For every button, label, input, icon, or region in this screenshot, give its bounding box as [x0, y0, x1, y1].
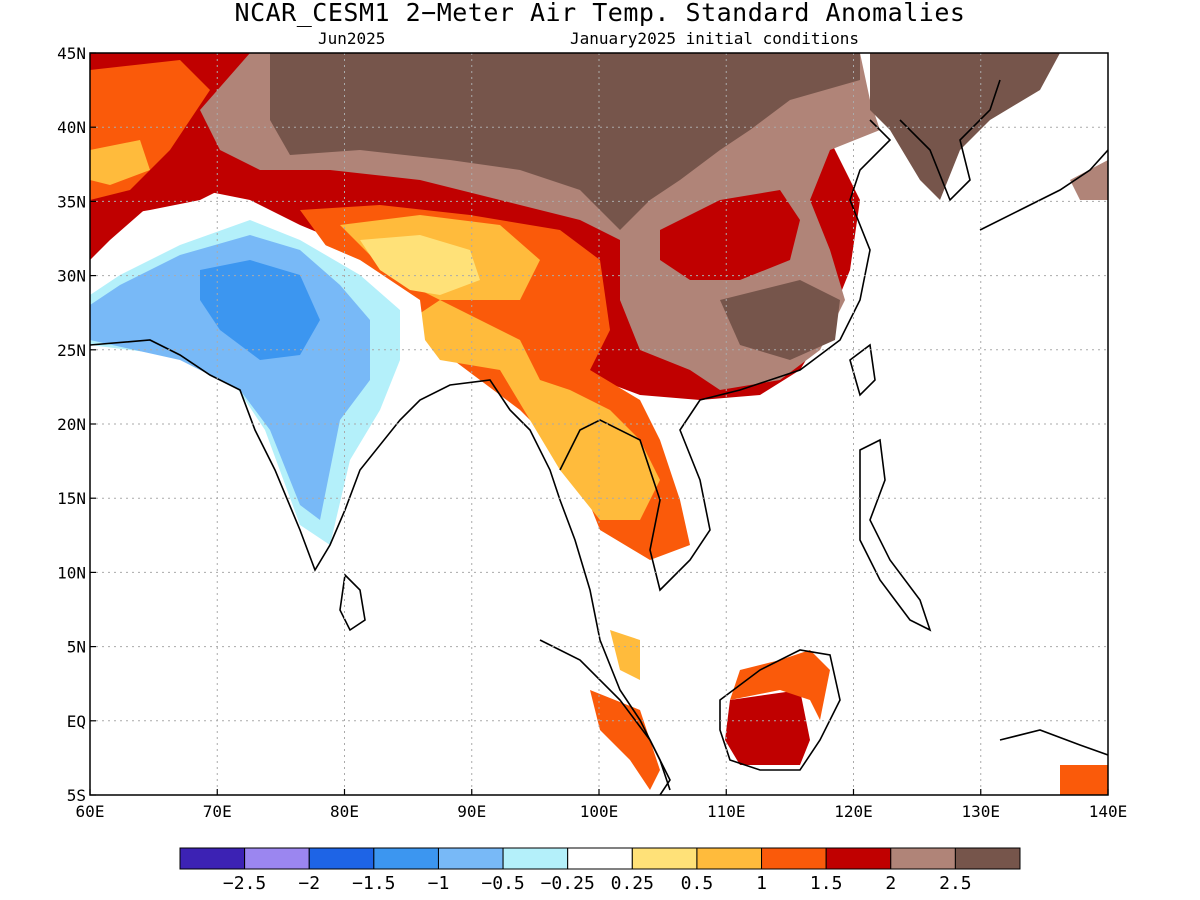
anomaly-region-darkblue-india: [200, 260, 320, 360]
colorbar-swatch: [825, 847, 892, 870]
coastline-indochina: [559, 119, 892, 592]
lat-tick-label: 45N: [57, 44, 86, 63]
colorbar-swatch: [631, 847, 698, 870]
colorbar-swatch: [567, 847, 633, 870]
lon-tick-label: 70E: [203, 802, 232, 821]
colorbar-label: 0.5: [681, 873, 714, 894]
lat-tick-label: 15N: [57, 489, 86, 508]
anomaly-region-borneo-red: [725, 690, 810, 765]
lat-tick-label: 5S: [67, 786, 86, 805]
anomaly-region-brown-dark-east: [870, 53, 1060, 200]
lon-tick-label: 140E: [1089, 802, 1128, 821]
colorbar-swatch: [761, 847, 827, 870]
anomaly-region-red-inset: [660, 190, 800, 280]
colorbar-swatch: [437, 847, 504, 870]
colorbar-swatch: [890, 847, 956, 870]
colorbar-swatch: [696, 847, 763, 870]
lon-tick-label: 130E: [961, 802, 1000, 821]
initial-conditions: January2025 initial conditions: [570, 29, 859, 48]
lon-tick-label: 120E: [834, 802, 873, 821]
coastline-newguinea: [999, 729, 1108, 756]
colorbar-label: 2: [885, 873, 896, 894]
colorbar-label: −0.25: [541, 873, 595, 894]
colorbar-label: 0.25: [611, 873, 654, 894]
gridlines: [90, 53, 1108, 795]
anomaly-region-brown-dark: [270, 53, 860, 230]
lat-tick-label: EQ: [67, 712, 86, 731]
coastline-sumatra: [539, 639, 671, 795]
lat-tick-label: 5N: [67, 638, 86, 657]
lon-tick-label: 90E: [457, 802, 486, 821]
map-title: NCAR_CESM1 2−Meter Air Temp. Standard An…: [234, 0, 966, 27]
anomaly-region-lightyellow: [360, 235, 480, 295]
lat-tick-label: 25N: [57, 341, 86, 360]
anomaly-region-borneo-orange: [730, 650, 830, 720]
coastline-asia: [90, 339, 671, 791]
colorbar: −2.5 −2 −1.5 −1 −0.5 −0.25 0.25 0.5 1 1.5 2 2.5: [179, 847, 1021, 894]
coastline-sri-lanka: [339, 573, 366, 632]
colorbar-label: −0.5: [481, 873, 524, 894]
lat-tick-label: 40N: [57, 118, 86, 137]
colorbar-label: −1: [428, 873, 450, 894]
colorbar-swatch: [502, 847, 569, 870]
colorbar-swatch: [244, 847, 310, 870]
colorbar-swatch: [954, 847, 1021, 870]
colorbar-label: 2.5: [939, 873, 972, 894]
colorbar-label: −2.5: [223, 873, 266, 894]
colorbar-label: 1: [756, 873, 767, 894]
coastline-taiwan: [849, 343, 876, 397]
anomaly-region-brown-dark-south: [720, 280, 840, 360]
anomaly-region-yellow-asia: [340, 215, 660, 520]
latitude-axis: 45N 40N 35N 30N 25N 20N 15N 10N 5N EQ 5S: [57, 44, 96, 805]
lon-tick-label: 60E: [76, 802, 105, 821]
coastline-korea: [899, 79, 1001, 202]
anomaly-field: [90, 53, 1108, 795]
colorbar-label: 1.5: [810, 873, 843, 894]
anomaly-region-newguinea: [1060, 765, 1108, 795]
anomaly-region-sumatra-orange: [590, 690, 660, 790]
longitude-axis: 60E 70E 80E 90E 100E 110E 120E 130E 140E: [76, 789, 1128, 821]
coastline-philippines: [859, 438, 932, 632]
colorbar-label: −1.5: [352, 873, 395, 894]
lat-tick-label: 20N: [57, 415, 86, 434]
colorbar-swatch: [308, 847, 375, 870]
colorbar-swatch: [373, 847, 439, 870]
colorbar-label: −2: [298, 873, 320, 894]
coastline-japan: [979, 149, 1108, 231]
lon-tick-label: 100E: [580, 802, 619, 821]
lat-tick-label: 10N: [57, 563, 86, 582]
lat-tick-label: 30N: [57, 267, 86, 286]
colorbar-swatch: [179, 847, 246, 870]
anomaly-region-sumatra-yellow: [610, 630, 640, 680]
anomaly-region-japan: [1070, 160, 1108, 200]
lon-tick-label: 80E: [330, 802, 359, 821]
forecast-month: Jun2025: [318, 29, 386, 48]
lon-tick-label: 110E: [707, 802, 746, 821]
lat-tick-label: 35N: [57, 192, 86, 211]
anomaly-region-yellow-west: [90, 140, 150, 185]
